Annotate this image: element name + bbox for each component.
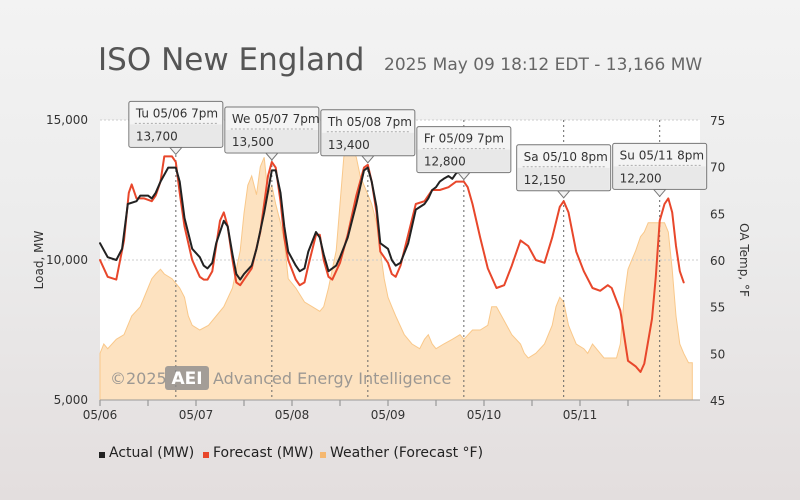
peak-tooltip: Tu 05/06 7pm 13,700 xyxy=(128,100,224,156)
tooltip-value-bg xyxy=(517,167,610,190)
legend[interactable]: Actual (MW) Forecast (MW) Weather (Forecas… xyxy=(99,445,483,461)
tooltip-label: We 05/07 7pm xyxy=(232,112,320,126)
tooltip-value: 13,500 xyxy=(232,135,274,149)
weather-area xyxy=(99,137,693,401)
tooltip-value-bg xyxy=(225,130,318,152)
tooltip-value-bg xyxy=(321,132,414,155)
legend-item[interactable]: Actual (MW) xyxy=(99,445,194,461)
chart-subtitle: 2025 May 09 18:12 EDT - 13,166 MW xyxy=(384,55,702,75)
peak-tooltip: We 05/07 7pm 13,500 xyxy=(224,106,320,161)
y-tick-label: 5,000 xyxy=(54,393,88,407)
legend-label: Weather (Forecast °F) xyxy=(330,445,483,461)
y2-tick-label: 60 xyxy=(710,254,725,268)
watermark: ©2025 AEI Advanced Energy Intelligence xyxy=(110,366,451,390)
x-tick-label: 05/09 xyxy=(371,408,406,422)
aei-logo-badge xyxy=(165,366,209,390)
legend-label: Forecast (MW) xyxy=(213,445,314,461)
watermark-company: Advanced Energy Intelligence xyxy=(213,369,451,388)
tooltip-value: 13,700 xyxy=(136,129,178,143)
legend-swatch xyxy=(320,452,326,458)
tooltip-value: 12,800 xyxy=(424,155,466,169)
y-tick-label: 10,000 xyxy=(46,253,88,267)
peak-tooltip: Th 05/08 7pm 13,400 xyxy=(320,109,416,164)
tooltip-label: Su 05/11 8pm xyxy=(620,148,704,162)
peak-tooltip: Sa 05/10 8pm 12,150 xyxy=(516,144,612,199)
tooltip-value-bg xyxy=(129,124,222,147)
peak-tooltips: Tu 05/06 7pm 13,700 We 05/07 7pm 13,500 Th 0… xyxy=(128,100,708,199)
chart-title: ISO New England xyxy=(98,42,364,78)
y-tick-label: 15,000 xyxy=(46,113,88,127)
peak-tooltip: Fr 05/09 7pm 12,800 xyxy=(416,126,512,181)
y2-tick-label: 45 xyxy=(710,394,725,408)
tooltip-value: 12,150 xyxy=(524,173,566,187)
legend-swatch xyxy=(203,452,209,458)
y2-tick-label: 50 xyxy=(710,347,725,361)
y-axis-title: Load, MW xyxy=(32,231,46,290)
y2-tick-label: 70 xyxy=(710,161,725,175)
legend-item[interactable]: Forecast (MW) xyxy=(203,445,314,461)
legend-label: Actual (MW) xyxy=(109,445,194,461)
axes: 5,000 10,000 15,000 45 50 55 60 65 70 75 05/06 05/0… xyxy=(46,113,725,422)
x-tick-label: 05/10 xyxy=(467,408,502,422)
tooltip-value: 12,200 xyxy=(620,171,662,185)
aei-logo-text: AEI xyxy=(171,369,202,389)
tooltip-label: Th 05/08 7pm xyxy=(327,115,412,129)
y2-tick-label: 55 xyxy=(710,301,725,315)
legend-swatch xyxy=(99,452,105,458)
tooltip-value: 13,400 xyxy=(328,138,370,152)
actual-line xyxy=(99,166,461,281)
tooltip-label: Fr 05/09 7pm xyxy=(424,132,504,146)
watermark-copyright: ©2025 xyxy=(110,369,167,388)
x-tick-label: 05/08 xyxy=(275,408,310,422)
line-series xyxy=(99,155,685,373)
tooltip-label: Sa 05/10 8pm xyxy=(524,150,608,164)
tooltip-label: Tu 05/06 7pm xyxy=(135,106,218,120)
tooltip-value-bg xyxy=(417,149,510,172)
y2-axis-title: OA Temp, °F xyxy=(737,223,751,297)
tooltip-value-bg xyxy=(613,166,706,189)
x-tick-label: 05/07 xyxy=(179,408,214,422)
x-tick-label: 05/11 xyxy=(563,408,598,422)
peak-tooltip: Su 05/11 8pm 12,200 xyxy=(612,142,708,198)
weather-series xyxy=(99,137,693,401)
x-tick-label: 05/06 xyxy=(83,408,118,422)
y2-tick-label: 65 xyxy=(710,207,725,221)
y2-tick-label: 75 xyxy=(710,114,725,128)
legend-item[interactable]: Weather (Forecast °F) xyxy=(320,445,483,461)
